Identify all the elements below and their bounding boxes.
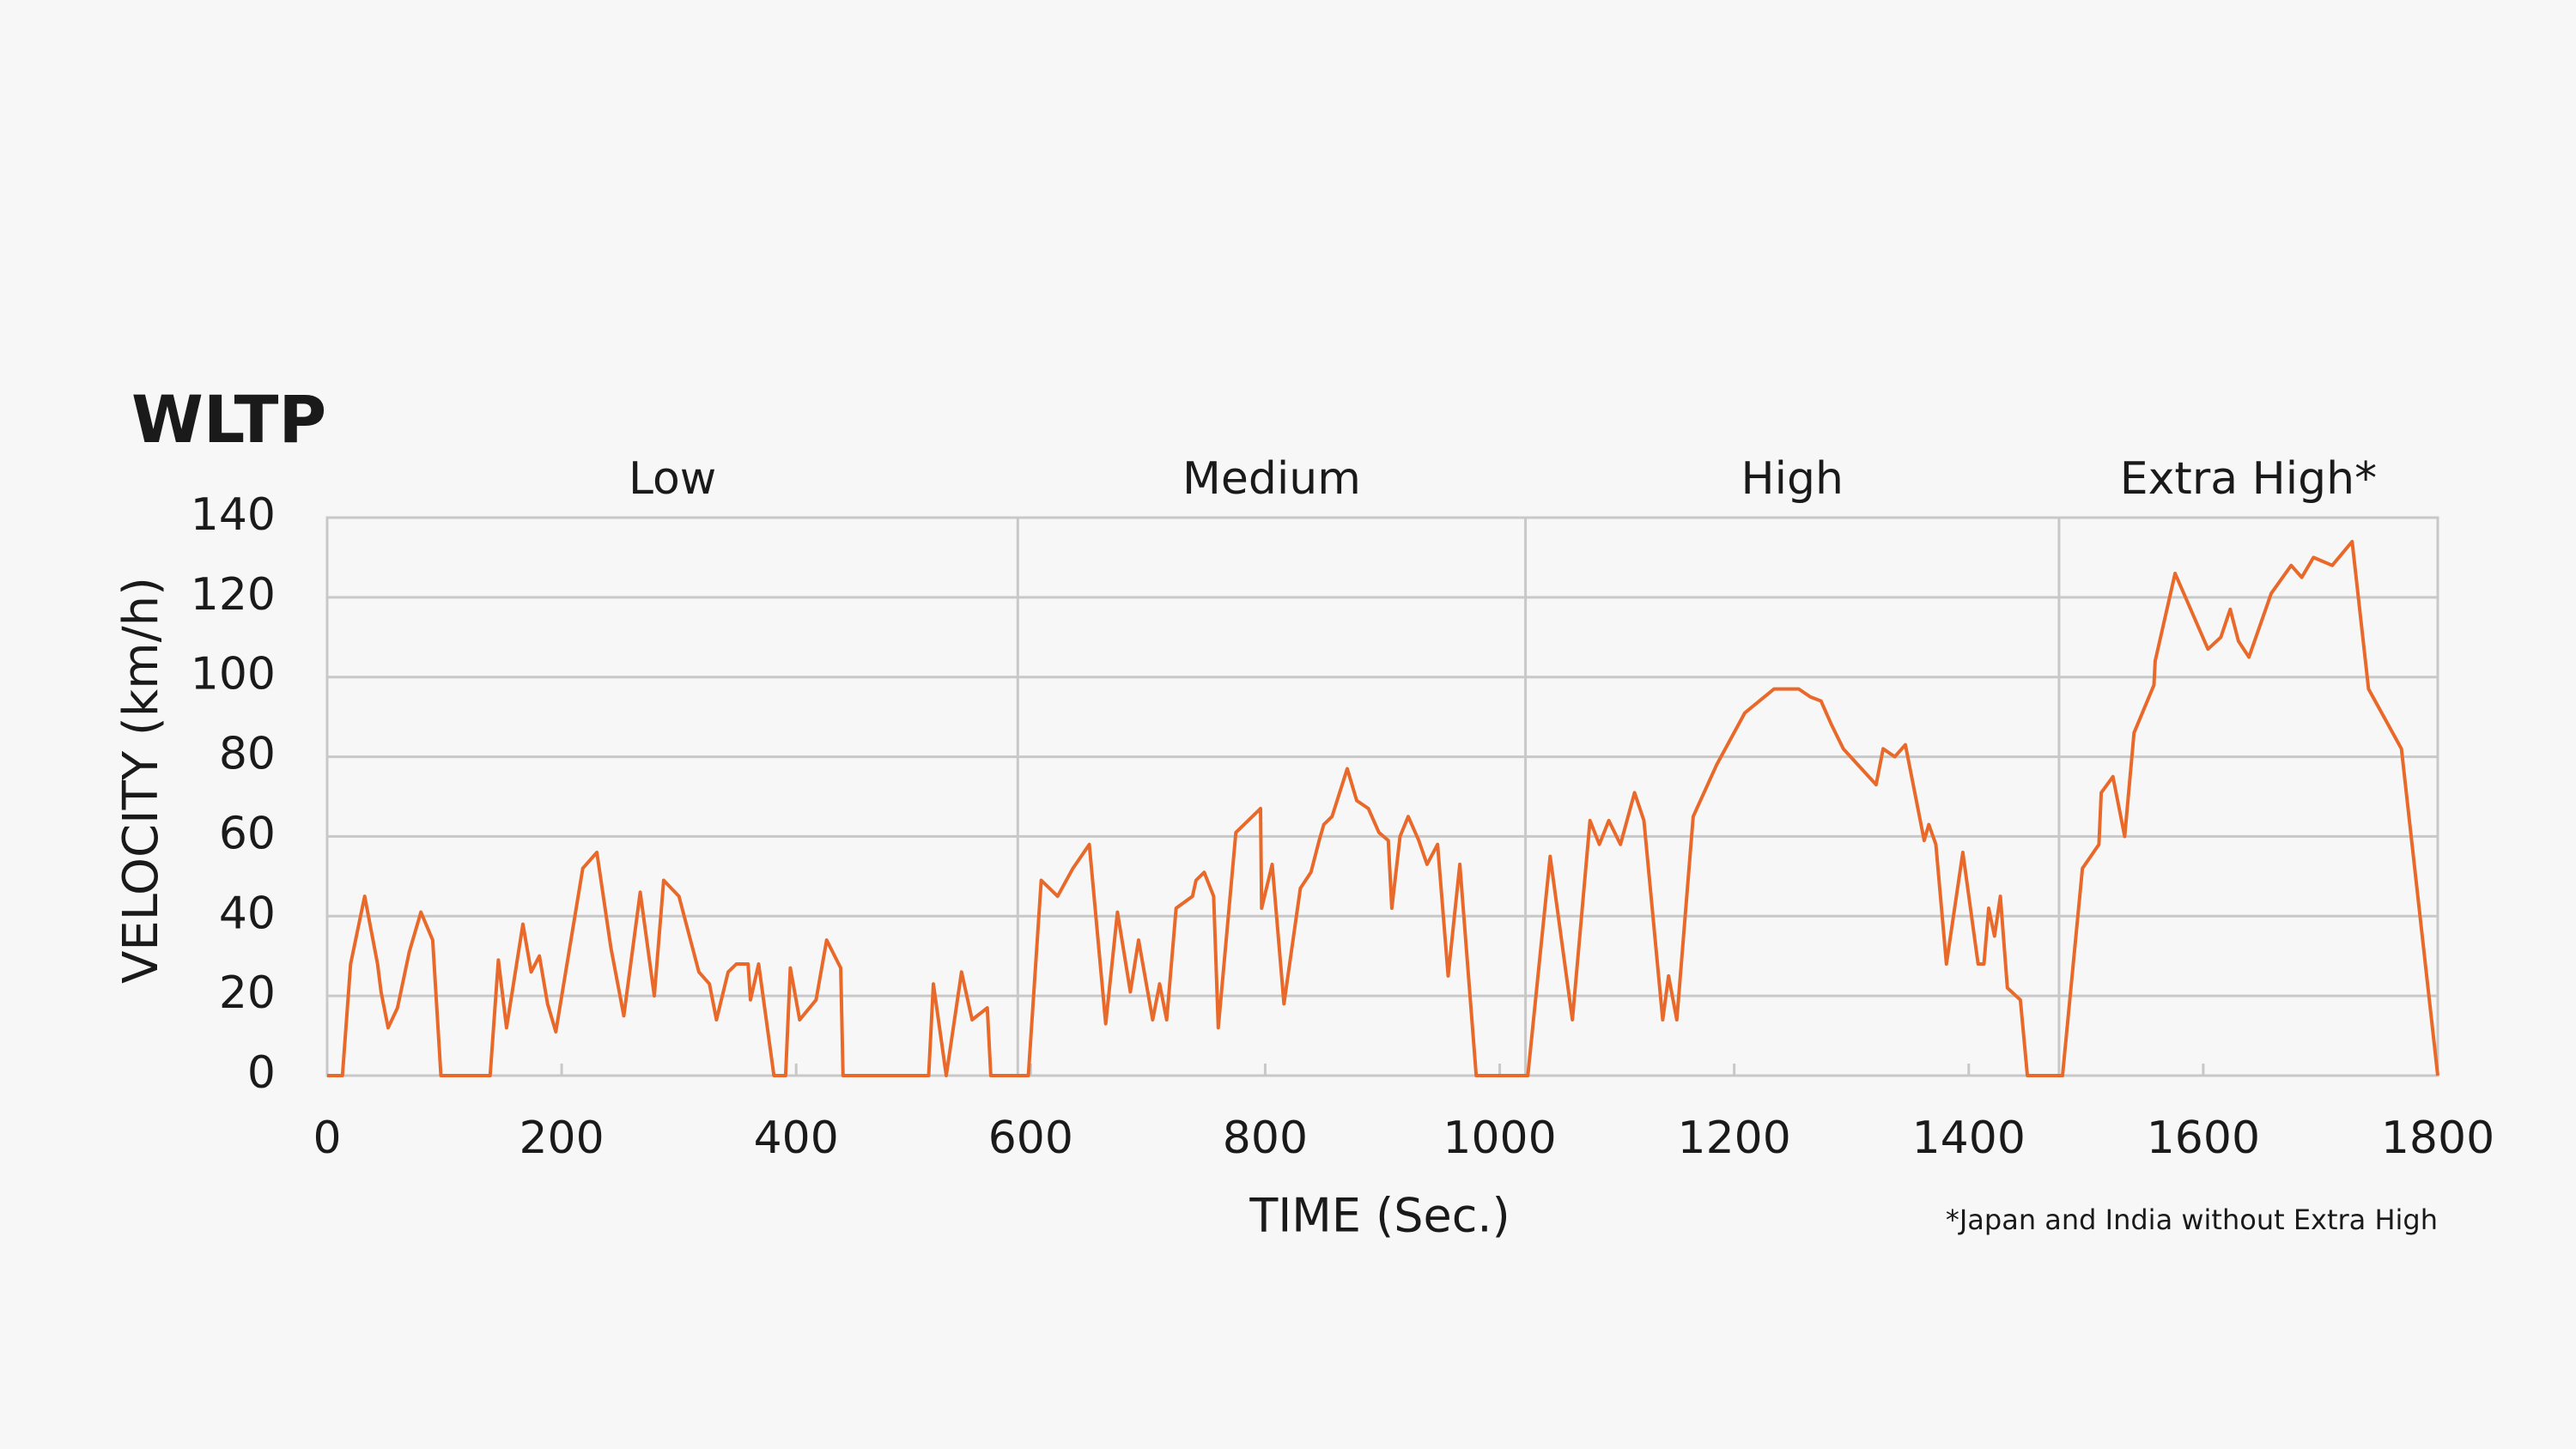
x-tick-label: 800 [1223, 1113, 1308, 1164]
velocity-line [327, 539, 2439, 1077]
y-tick-label: 20 [219, 967, 276, 1019]
phase-label: Medium [1182, 453, 1361, 505]
y-tick-label: 140 [191, 489, 276, 541]
y-tick-label: 40 [219, 888, 276, 939]
x-tick-label: 1200 [1677, 1113, 1790, 1164]
y-tick-label: 80 [219, 729, 276, 780]
x-tick-label: 600 [988, 1113, 1073, 1164]
chart-title: WLTP [131, 381, 326, 458]
phase-label: Low [629, 453, 716, 505]
y-tick-label: 60 [219, 808, 276, 859]
phase-label: Extra High* [2120, 453, 2377, 505]
x-axis-label: TIME (Sec.) [1249, 1189, 1510, 1243]
y-tick-label: 0 [247, 1047, 276, 1099]
x-tick-label: 1800 [2381, 1113, 2494, 1164]
x-tick-label: 0 [313, 1113, 341, 1164]
x-tick-label: 1400 [1912, 1113, 2026, 1164]
x-tick-label: 1000 [1443, 1113, 1556, 1164]
phase-label: High [1741, 453, 1844, 505]
x-tick-label: 200 [519, 1113, 604, 1164]
footnote: *Japan and India without Extra High [1946, 1203, 2438, 1236]
x-tick-label: 1600 [2147, 1113, 2260, 1164]
y-tick-label: 100 [191, 649, 276, 700]
y-axis-label: VELOCITY (km/h) [113, 577, 169, 984]
x-tick-label: 400 [754, 1113, 839, 1164]
y-tick-label: 120 [191, 569, 276, 621]
